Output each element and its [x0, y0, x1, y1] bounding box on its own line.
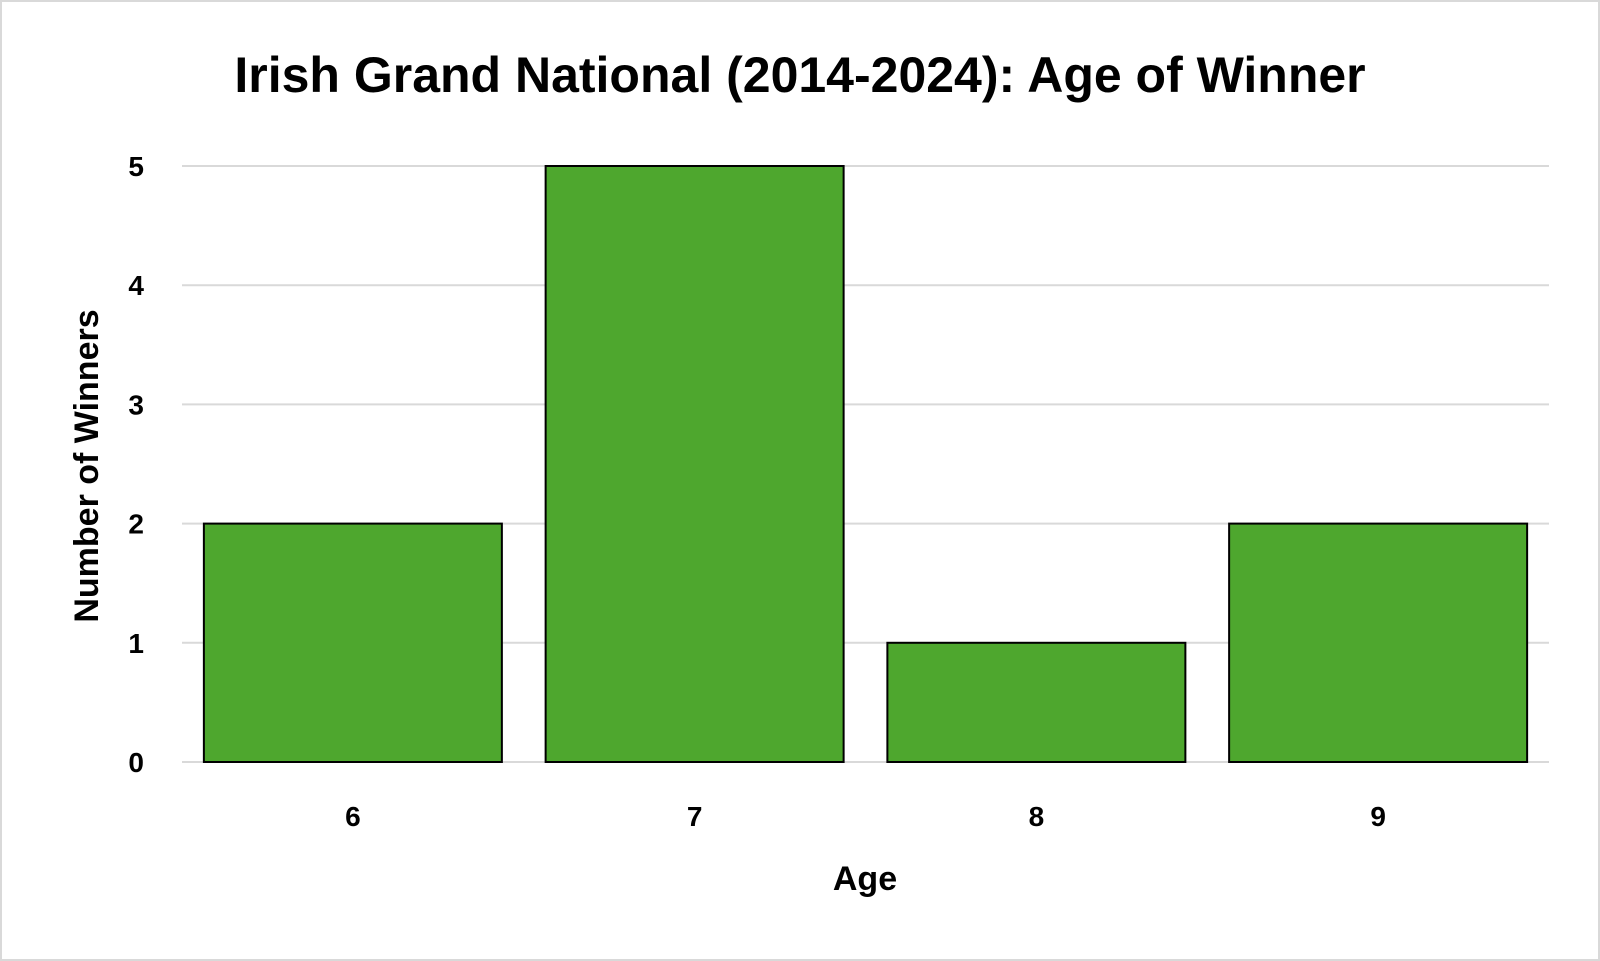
y-tick-label: 5 — [128, 151, 144, 182]
x-axis-title: Age — [833, 860, 897, 898]
y-tick-label: 4 — [128, 270, 144, 301]
bar-age-6 — [202, 522, 503, 763]
x-tick-label: 7 — [687, 801, 703, 832]
bars — [202, 165, 1529, 763]
bar-age-8 — [886, 641, 1187, 763]
y-tick-label: 0 — [128, 747, 144, 778]
x-tick-label: 8 — [1029, 801, 1045, 832]
y-tick-label: 2 — [128, 509, 144, 540]
y-axis-title: Number of Winners — [68, 309, 106, 622]
chart-title: Irish Grand National (2014-2024): Age of… — [234, 47, 1365, 103]
y-tick-label: 3 — [128, 389, 144, 420]
x-axis-ticks: 6 7 8 9 — [345, 801, 1386, 832]
y-tick-label: 1 — [128, 628, 144, 659]
x-tick-label: 6 — [345, 801, 361, 832]
y-axis-ticks: 0 1 2 3 4 5 — [128, 151, 144, 778]
bar-age-9 — [1228, 522, 1529, 763]
bar-age-7 — [544, 165, 845, 763]
x-tick-label: 9 — [1370, 801, 1386, 832]
